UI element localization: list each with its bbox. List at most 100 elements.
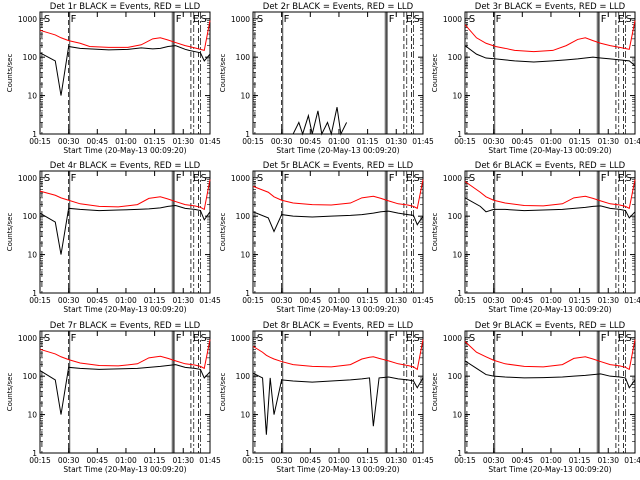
x-tick-label: 01:15 [357, 296, 379, 305]
x-tick-label: 01:15 [144, 456, 166, 465]
y-tick-label: 1000 [443, 334, 462, 343]
marker-label: E [618, 14, 624, 25]
marker-label: S [469, 14, 475, 25]
y-tick-label: 1000 [231, 15, 250, 24]
events-series-line [464, 45, 636, 67]
y-tick-label: 1000 [443, 15, 462, 24]
x-tick-label: 01:45 [624, 296, 640, 305]
x-axis-label: Start Time (20-May-13 00:09:20) [63, 305, 186, 314]
plot-frame [39, 11, 211, 135]
x-tick-label: 00:45 [299, 137, 321, 146]
x-tick-label: 00:30 [483, 456, 505, 465]
y-axis-label: Counts/sec [6, 213, 14, 252]
y-tick-label: 1 [32, 449, 37, 458]
marker-label: F [71, 333, 77, 344]
x-tick-label: 01:45 [412, 456, 434, 465]
events-series-line [39, 364, 211, 415]
x-tick-label: 01:00 [540, 456, 562, 465]
marker-label: S [414, 173, 420, 184]
chart-title: Det 1r BLACK = Events, RED = LLD [50, 2, 201, 12]
x-tick-label: 01:45 [412, 296, 434, 305]
x-tick-label: 00:15 [29, 296, 51, 305]
lld-series-line [464, 179, 636, 210]
x-tick-label: 01:00 [115, 296, 137, 305]
marker-label: F [601, 14, 607, 25]
x-tick-label: 01:15 [569, 296, 591, 305]
y-tick-label: 1 [457, 289, 462, 298]
y-tick-label: 10 [27, 92, 37, 101]
plot-frame [252, 11, 424, 135]
y-axis-label: Counts/sec [219, 373, 227, 412]
x-tick-label: 00:45 [86, 456, 108, 465]
x-tick-label: 01:15 [144, 296, 166, 305]
chart-title: Det 4r BLACK = Events, RED = LLD [50, 161, 201, 171]
y-tick-label: 1000 [18, 15, 37, 24]
x-tick-label: 01:00 [115, 137, 137, 146]
marker-label: F [389, 333, 395, 344]
marker-label: S [201, 333, 207, 344]
x-axis-label: Start Time (20-May-13 00:09:20) [63, 146, 186, 155]
lld-series-line [252, 339, 424, 371]
x-tick-label: 01:00 [328, 456, 350, 465]
chart-title: Det 7r BLACK = Events, RED = LLD [50, 321, 201, 331]
x-tick-label: 00:30 [271, 137, 293, 146]
y-tick-label: 1 [457, 130, 462, 139]
plot-frame [39, 330, 211, 454]
x-tick-label: 01:30 [385, 296, 407, 305]
marker-label: S [414, 14, 420, 25]
y-tick-label: 1000 [18, 334, 37, 343]
marker-label: F [601, 173, 607, 184]
marker-label: F [389, 173, 395, 184]
y-axis-label: Counts/sec [431, 213, 439, 252]
marker-label: S [44, 173, 50, 184]
x-tick-label: 01:30 [597, 137, 619, 146]
plot-frame [464, 11, 636, 135]
marker-label: S [414, 333, 420, 344]
marker-label: F [71, 173, 77, 184]
lld-series-line [464, 339, 636, 371]
x-axis-label: Start Time (20-May-13 00:09:20) [488, 146, 611, 155]
x-axis-label: Start Time (20-May-13 00:09:20) [276, 305, 399, 314]
x-tick-label: 01:45 [199, 137, 221, 146]
chart-title: Det 8r BLACK = Events, RED = LLD [263, 321, 414, 331]
y-tick-label: 10 [240, 411, 250, 420]
chart-panel: Det 4r BLACK = Events, RED = LLD 1 10 100 10… [6, 161, 221, 314]
marker-label: S [257, 14, 263, 25]
x-tick-label: 00:30 [58, 296, 80, 305]
chart-panel: Det 8r BLACK = Events, RED = LLD 1 10 100 10… [219, 321, 434, 474]
chart-panel: Det 7r BLACK = Events, RED = LLD 1 10 100 10… [6, 321, 221, 474]
marker-label: F [284, 173, 290, 184]
x-tick-label: 01:30 [172, 137, 194, 146]
lld-series-line [252, 179, 424, 210]
events-series-line [252, 372, 424, 435]
x-tick-label: 00:45 [299, 296, 321, 305]
marker-label: F [284, 333, 290, 344]
y-axis-label: Counts/sec [219, 213, 227, 252]
lld-series-line [464, 20, 636, 53]
y-tick-label: 100 [448, 212, 463, 221]
plot-frame [39, 170, 211, 294]
y-tick-label: 10 [27, 251, 37, 260]
x-tick-label: 01:30 [597, 456, 619, 465]
x-axis-label: Start Time (20-May-13 00:09:20) [276, 146, 399, 155]
marker-label: E [406, 173, 412, 184]
x-tick-label: 01:45 [624, 137, 640, 146]
chart-panel: Det 5r BLACK = Events, RED = LLD 1 10 100 10… [219, 161, 434, 314]
marker-label: S [44, 333, 50, 344]
x-tick-label: 01:30 [385, 456, 407, 465]
lld-series-line [39, 179, 211, 211]
marker-label: S [44, 14, 50, 25]
y-axis-label: Counts/sec [6, 54, 14, 93]
y-tick-label: 10 [452, 411, 462, 420]
x-tick-label: 01:45 [199, 456, 221, 465]
x-tick-label: 00:30 [483, 296, 505, 305]
y-axis-label: Counts/sec [431, 373, 439, 412]
x-tick-label: 00:30 [58, 456, 80, 465]
y-tick-label: 10 [452, 251, 462, 260]
marker-label: S [626, 333, 632, 344]
x-tick-label: 01:15 [569, 456, 591, 465]
marker-label: E [406, 333, 412, 344]
y-axis-label: Counts/sec [431, 54, 439, 93]
y-tick-label: 100 [23, 212, 38, 221]
x-tick-label: 01:00 [328, 296, 350, 305]
